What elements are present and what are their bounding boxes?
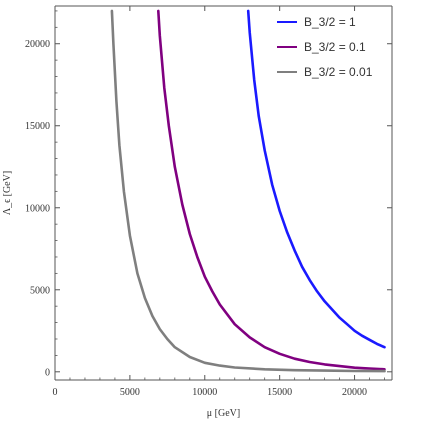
legend-label-1: B_3/2 = 0.1 — [304, 40, 366, 54]
x-tick-label: 0 — [53, 387, 58, 398]
series-line-2 — [110, 9, 386, 373]
axes: 0 5000 10000 15000 20000 0 5000 10000 15000 20000 — [25, 5, 393, 398]
y-tick-label: 20000 — [25, 39, 50, 50]
series-lines — [110, 9, 386, 373]
y-tick-label: 15000 — [25, 121, 50, 132]
y-tick-label: 10000 — [25, 203, 50, 214]
x-tick-label: 10000 — [192, 387, 217, 398]
x-tick-label: 5000 — [120, 387, 140, 398]
x-tick-label: 15000 — [267, 387, 292, 398]
series-line-0 — [246, 9, 386, 349]
y-tick-label: 0 — [45, 367, 50, 378]
legend: B_3/2 = 1 B_3/2 = 0.1 B_3/2 = 0.01 — [277, 15, 373, 79]
legend-label-2: B_3/2 = 0.01 — [304, 65, 373, 79]
x-tick-label: 20000 — [342, 387, 367, 398]
y-tick-label: 5000 — [30, 285, 50, 296]
x-axis-label: μ [GeV] — [207, 408, 240, 419]
y-axis-label: Λ_ϵ [GeV] — [2, 171, 13, 215]
legend-label-0: B_3/2 = 1 — [304, 15, 356, 29]
series-line-1 — [157, 9, 386, 371]
